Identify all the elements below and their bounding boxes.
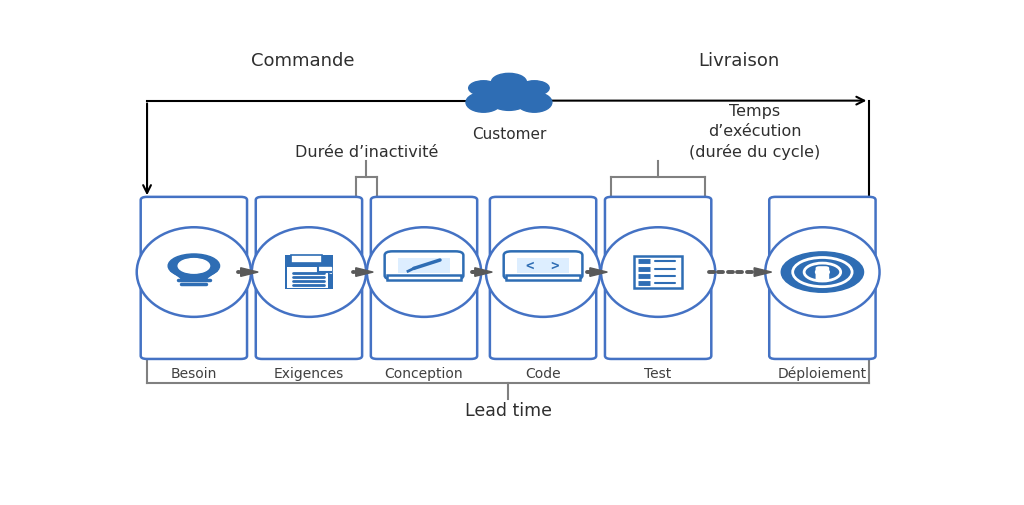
Polygon shape — [241, 268, 258, 277]
Polygon shape — [590, 268, 607, 277]
FancyBboxPatch shape — [517, 258, 569, 274]
Circle shape — [469, 82, 499, 96]
FancyBboxPatch shape — [634, 256, 682, 289]
FancyBboxPatch shape — [256, 197, 362, 359]
Text: Customer: Customer — [472, 127, 546, 142]
Text: Conception: Conception — [385, 366, 463, 380]
FancyBboxPatch shape — [140, 197, 247, 359]
FancyBboxPatch shape — [769, 197, 876, 359]
Circle shape — [781, 252, 863, 293]
Text: Temps
d’exécution
(durée du cycle): Temps d’exécution (durée du cycle) — [689, 104, 820, 160]
Text: Commande: Commande — [251, 53, 354, 70]
FancyBboxPatch shape — [385, 252, 464, 280]
Ellipse shape — [517, 93, 552, 113]
Ellipse shape — [367, 228, 481, 317]
FancyBboxPatch shape — [815, 267, 829, 282]
Ellipse shape — [486, 228, 600, 317]
Text: Durée d’inactivité: Durée d’inactivité — [295, 145, 438, 160]
Ellipse shape — [178, 259, 210, 274]
Ellipse shape — [466, 93, 501, 113]
Ellipse shape — [488, 88, 529, 111]
Ellipse shape — [765, 228, 880, 317]
Polygon shape — [318, 267, 331, 273]
Circle shape — [492, 74, 526, 91]
FancyBboxPatch shape — [397, 258, 451, 274]
Circle shape — [815, 269, 829, 276]
Text: <  >: < > — [526, 259, 560, 273]
Text: Déploiement: Déploiement — [778, 366, 867, 380]
Polygon shape — [475, 268, 493, 277]
Text: Test: Test — [644, 366, 672, 380]
FancyBboxPatch shape — [504, 252, 583, 280]
Ellipse shape — [601, 228, 715, 317]
Polygon shape — [355, 268, 373, 277]
Ellipse shape — [252, 228, 367, 317]
Text: Besoin: Besoin — [171, 366, 217, 380]
FancyBboxPatch shape — [506, 275, 581, 280]
FancyBboxPatch shape — [387, 275, 461, 280]
FancyBboxPatch shape — [371, 197, 477, 359]
FancyBboxPatch shape — [287, 267, 329, 288]
Text: Exigences: Exigences — [273, 366, 344, 380]
Ellipse shape — [168, 255, 219, 278]
Text: Code: Code — [525, 366, 561, 380]
Circle shape — [519, 82, 549, 96]
FancyBboxPatch shape — [489, 197, 596, 359]
FancyBboxPatch shape — [291, 256, 323, 263]
Ellipse shape — [137, 228, 251, 317]
FancyBboxPatch shape — [285, 256, 333, 289]
FancyBboxPatch shape — [605, 197, 712, 359]
Polygon shape — [754, 268, 772, 277]
Text: Lead time: Lead time — [465, 401, 552, 419]
Text: Livraison: Livraison — [698, 53, 779, 70]
